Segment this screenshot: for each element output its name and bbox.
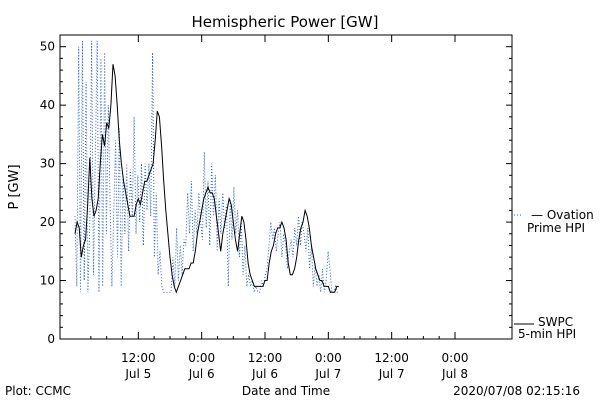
y-tick-label: 30 <box>40 157 55 171</box>
y-axis-label: P [GW] <box>7 164 22 209</box>
legend: — Ovation Prime HPI SWPC 5-min HPI <box>514 208 594 341</box>
x-axis: 12:00 Jul 5 0:00 Jul 6 12:00 Jul 6 0:00 Jul 7 12… <box>90 35 469 381</box>
y-tick-label: 0 <box>47 332 55 346</box>
footer-credit: Plot: CCMC <box>5 384 71 398</box>
y-tick-label: 20 <box>40 215 55 229</box>
footer-timestamp: 2020/07/08 02:15:16 <box>453 384 580 398</box>
plot-frame <box>59 34 513 340</box>
x-tick-date: Jul 5 <box>124 367 151 381</box>
series-layer <box>74 40 340 294</box>
series-swpc-hpi <box>74 64 339 294</box>
x-tick-date: Jul 6 <box>188 367 215 381</box>
x-tick-date: Jul 8 <box>441 367 468 381</box>
x-tick-date: Jul 7 <box>378 367 405 381</box>
plot-area <box>59 34 513 340</box>
legend-swpc-label: SWPC <box>538 315 573 329</box>
chart-title: Hemispheric Power [GW] <box>192 13 379 31</box>
x-tick-time: 12:00 <box>248 351 283 365</box>
x-tick-time: 12:00 <box>374 351 409 365</box>
legend-swpc-label-line2: 5-min HPI <box>518 327 576 341</box>
y-axis: 0 10 20 30 40 50 <box>40 34 512 346</box>
x-tick-time: 0:00 <box>188 351 215 365</box>
x-axis-label: Date and Time <box>242 384 330 398</box>
series-ovation-prime-hpi <box>74 40 340 293</box>
x-tick-time: 0:00 <box>442 351 469 365</box>
y-tick-label: 40 <box>40 98 55 112</box>
x-tick-date: Jul 6 <box>251 367 278 381</box>
y-tick-label: 10 <box>40 274 55 288</box>
legend-ovation-label: — Ovation <box>531 208 594 222</box>
x-tick-date: Jul 7 <box>314 367 341 381</box>
x-tick-time: 0:00 <box>315 351 342 365</box>
y-tick-label: 50 <box>40 40 55 54</box>
legend-ovation-label-line2: Prime HPI <box>527 221 585 235</box>
x-tick-time: 12:00 <box>121 351 156 365</box>
